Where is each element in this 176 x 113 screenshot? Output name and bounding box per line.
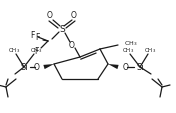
Text: O: O <box>47 10 53 19</box>
Text: O: O <box>69 41 75 50</box>
Text: F: F <box>30 31 34 40</box>
Polygon shape <box>108 64 119 69</box>
Text: F: F <box>35 33 39 42</box>
Text: F: F <box>34 47 38 56</box>
Text: CH$_3$: CH$_3$ <box>122 46 134 55</box>
Text: S: S <box>59 25 65 34</box>
Text: Si: Si <box>20 63 28 72</box>
Text: O: O <box>71 10 77 19</box>
Text: CH$_3$: CH$_3$ <box>30 46 42 55</box>
Text: CH$_3$: CH$_3$ <box>144 46 156 55</box>
Text: Si: Si <box>136 63 144 72</box>
Polygon shape <box>43 64 54 69</box>
Text: O: O <box>33 63 39 72</box>
Text: CH$_3$: CH$_3$ <box>8 46 20 55</box>
Text: O: O <box>123 63 129 72</box>
Text: CH$_3$: CH$_3$ <box>124 39 137 48</box>
